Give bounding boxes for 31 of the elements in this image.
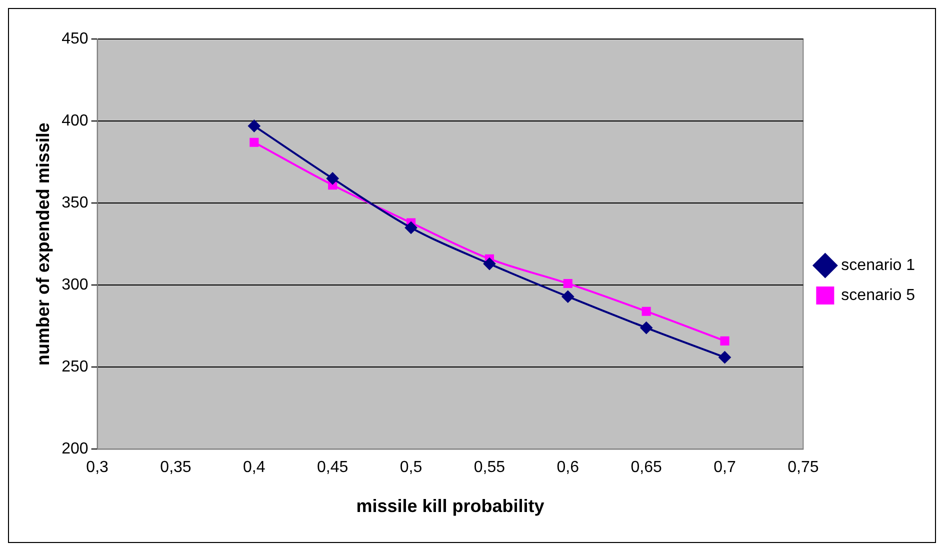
x-tick-label: 0,35 xyxy=(160,459,192,476)
x-axis-title: missile kill probability xyxy=(356,496,544,516)
point xyxy=(642,306,651,316)
legend-label: scenario 1 xyxy=(841,256,916,274)
point xyxy=(483,258,496,270)
legend-label: scenario 5 xyxy=(841,286,916,304)
point xyxy=(405,222,418,234)
x-tick-label: 0,55 xyxy=(474,459,506,476)
point xyxy=(563,278,572,288)
y-tick-label: 450 xyxy=(62,30,88,48)
x-tick-label: 0,3 xyxy=(86,459,109,476)
point xyxy=(640,322,652,334)
x-tick-label: 0,7 xyxy=(714,459,736,476)
y-tick-label: 400 xyxy=(62,112,88,130)
point xyxy=(250,138,259,147)
x-tick-label: 0,5 xyxy=(400,459,422,476)
x-tick-label: 0,65 xyxy=(630,459,662,476)
y-tick-label: 300 xyxy=(62,276,88,294)
point xyxy=(326,172,339,184)
y-tick-label: 350 xyxy=(62,194,88,212)
y-tick-label: 200 xyxy=(62,440,88,458)
x-tick-label: 0,45 xyxy=(317,459,348,476)
point xyxy=(562,290,574,303)
y-tick-label: 250 xyxy=(62,358,88,376)
point xyxy=(718,351,731,364)
point xyxy=(720,336,730,346)
point xyxy=(248,120,260,132)
x-tick-label: 0,6 xyxy=(556,459,580,476)
x-tick-label: 0,75 xyxy=(788,459,819,476)
x-tick-label: 0,4 xyxy=(243,459,266,476)
y-axis-title: number of expended missile xyxy=(32,122,53,366)
